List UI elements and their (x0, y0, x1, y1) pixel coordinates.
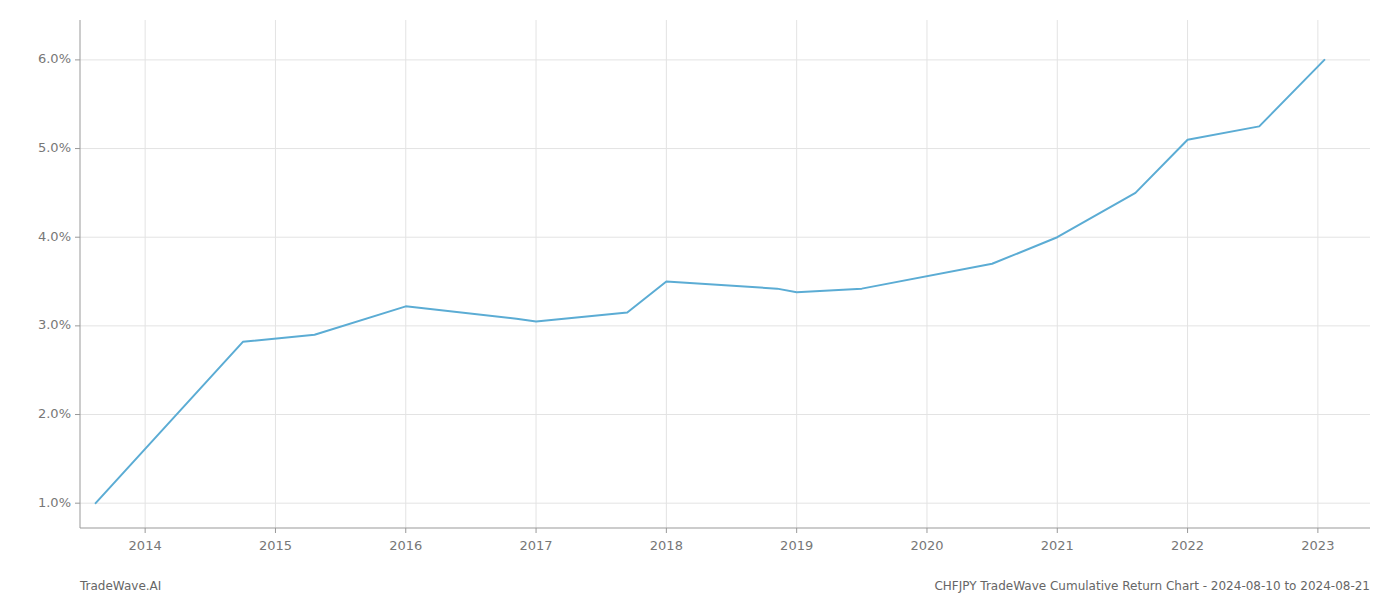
y-grid-line (80, 325, 1370, 326)
y-tick-label: 1.0% (38, 495, 71, 510)
x-tick-label: 2020 (910, 538, 943, 553)
y-tick (75, 148, 80, 149)
y-tick-label: 5.0% (38, 140, 71, 155)
x-tick (275, 528, 276, 533)
x-grid-line (536, 20, 537, 528)
page: {"chart_data": {"type": "line", "x": [20… (0, 0, 1400, 600)
x-tick-label: 2017 (520, 538, 553, 553)
x-grid-line (666, 20, 667, 528)
y-tick-label: 3.0% (38, 317, 71, 332)
x-tick (796, 528, 797, 533)
y-grid-line (80, 148, 1370, 149)
x-tick-label: 2015 (259, 538, 292, 553)
x-grid-line (926, 20, 927, 528)
y-tick (75, 237, 80, 238)
y-grid-line (80, 414, 1370, 415)
y-grid-line (80, 59, 1370, 60)
footer-right: CHFJPY TradeWave Cumulative Return Chart… (934, 579, 1370, 593)
x-tick (405, 528, 406, 533)
x-tick-label: 2018 (650, 538, 683, 553)
y-tick (75, 59, 80, 60)
x-tick-label: 2014 (129, 538, 162, 553)
x-tick (666, 528, 667, 533)
x-grid-line (1317, 20, 1318, 528)
x-grid-line (796, 20, 797, 528)
y-tick (75, 503, 80, 504)
x-tick-label: 2023 (1301, 538, 1334, 553)
x-tick-label: 2019 (780, 538, 813, 553)
x-tick-label: 2016 (389, 538, 422, 553)
x-grid-line (1187, 20, 1188, 528)
x-tick (1317, 528, 1318, 533)
y-tick (75, 414, 80, 415)
x-tick (926, 528, 927, 533)
chart-svg: 1.0% 2.0% 3.0% 4.0% 5.0% 6.0% 2014 2015 2016 2017… (0, 0, 1400, 600)
x-grid-line (1057, 20, 1058, 528)
y-tick-label: 6.0% (38, 51, 71, 66)
y-tick-label: 2.0% (38, 406, 71, 421)
y-tick-label: 4.0% (38, 229, 71, 244)
x-tick (1057, 528, 1058, 533)
x-tick-label: 2022 (1171, 538, 1204, 553)
x-grid-line (275, 20, 276, 528)
x-grid-line (405, 20, 406, 528)
x-tick (145, 528, 146, 533)
footer-left: TradeWave.AI (79, 579, 161, 593)
y-grid-line (80, 237, 1370, 238)
x-grid-line (145, 20, 146, 528)
y-axis-line (80, 20, 81, 528)
return-line (96, 60, 1325, 503)
x-tick (536, 528, 537, 533)
x-tick-label: 2021 (1041, 538, 1074, 553)
y-tick (75, 325, 80, 326)
chart-container: 1.0% 2.0% 3.0% 4.0% 5.0% 6.0% 2014 2015 2016 2017… (0, 0, 1400, 600)
x-tick (1187, 528, 1188, 533)
x-axis-line (80, 528, 1370, 529)
grid (80, 20, 1370, 528)
data-layer (96, 60, 1325, 503)
axes: 1.0% 2.0% 3.0% 4.0% 5.0% 6.0% 2014 2015 2016 2017… (38, 20, 1370, 553)
y-grid-line (80, 503, 1370, 504)
